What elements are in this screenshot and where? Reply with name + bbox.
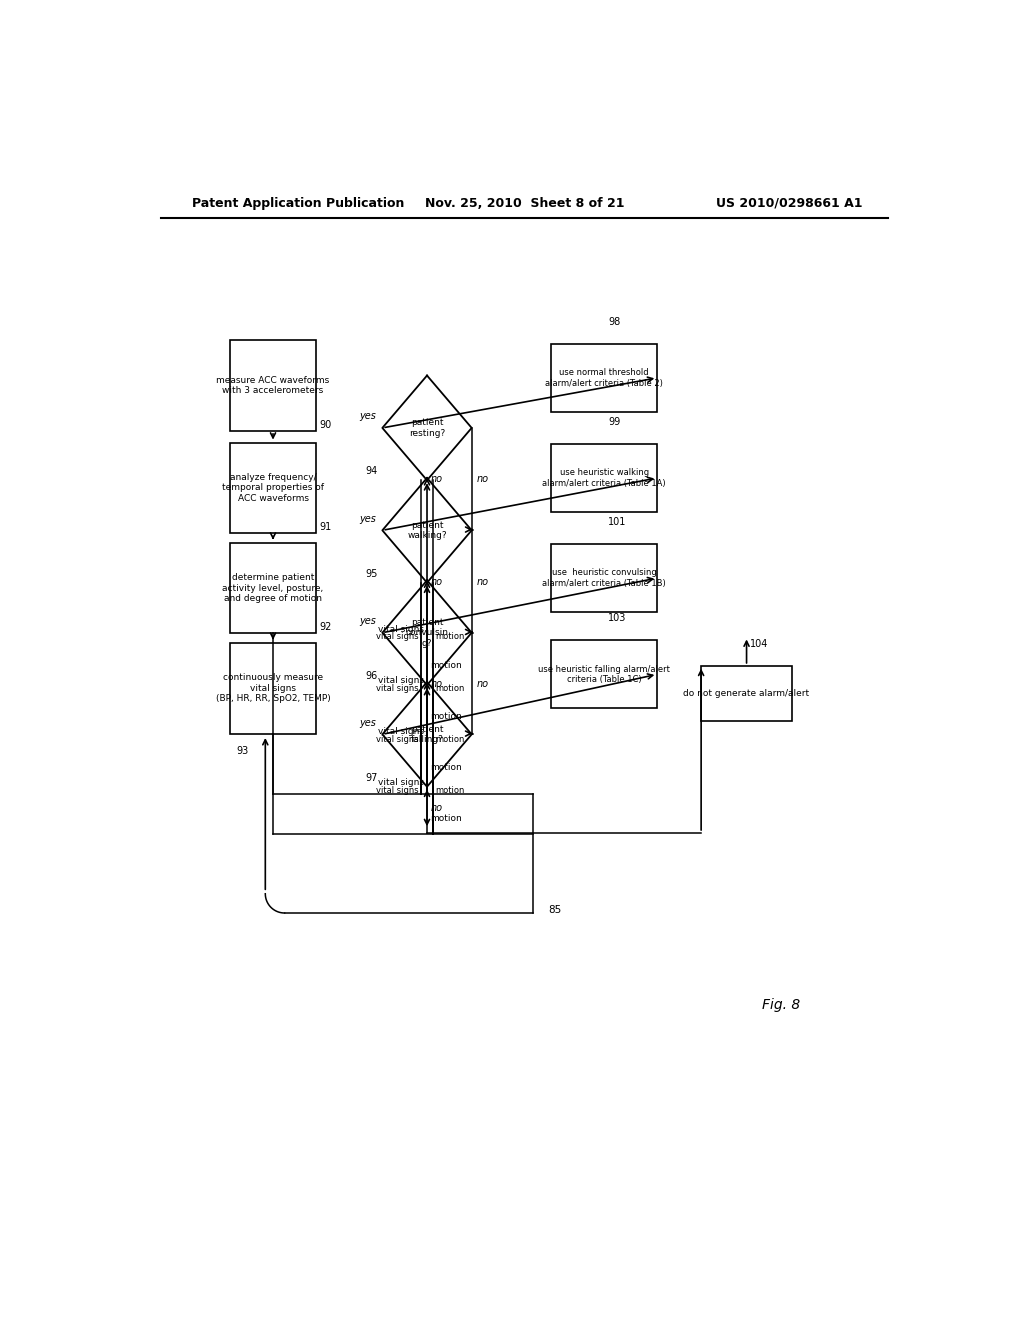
Text: motion: motion (435, 632, 465, 642)
Text: motion: motion (430, 660, 462, 669)
Text: do not generate alarm/alert: do not generate alarm/alert (683, 689, 810, 698)
Text: 103: 103 (608, 614, 627, 623)
Polygon shape (382, 478, 472, 582)
FancyBboxPatch shape (230, 543, 316, 634)
Text: determine patient
activity level, posture,
and degree of motion: determine patient activity level, postur… (222, 573, 324, 603)
Text: vital signs: vital signs (376, 735, 419, 744)
Text: no: no (476, 577, 488, 586)
Text: patient
falling?: patient falling? (411, 725, 443, 744)
Text: motion: motion (430, 814, 462, 822)
Text: yes: yes (359, 616, 376, 626)
FancyBboxPatch shape (551, 345, 657, 412)
Text: Fig. 8: Fig. 8 (762, 998, 800, 1011)
Polygon shape (382, 581, 472, 685)
FancyBboxPatch shape (230, 341, 316, 430)
Text: measure ACC waveforms
with 3 accelerometers: measure ACC waveforms with 3 acceleromet… (216, 376, 330, 395)
FancyBboxPatch shape (230, 442, 316, 533)
Text: no: no (431, 474, 443, 484)
Text: 94: 94 (366, 466, 378, 477)
Text: 92: 92 (319, 622, 332, 632)
Text: motion: motion (430, 711, 462, 721)
Text: analyze frequency/
temporal properties of
ACC waveforms: analyze frequency/ temporal properties o… (222, 473, 324, 503)
Text: patient
walking?: patient walking? (408, 520, 446, 540)
Text: patient
convulsin
g?: patient convulsin g? (406, 618, 449, 648)
Text: vital signs: vital signs (378, 777, 424, 787)
Text: motion: motion (435, 684, 465, 693)
FancyBboxPatch shape (230, 643, 316, 734)
Text: 99: 99 (608, 417, 621, 428)
Text: motion: motion (435, 785, 465, 795)
Text: 90: 90 (319, 420, 332, 430)
Text: vital signs: vital signs (376, 684, 419, 693)
Text: 97: 97 (366, 774, 378, 783)
Text: Patent Application Publication: Patent Application Publication (193, 197, 404, 210)
Text: 93: 93 (237, 746, 248, 756)
Text: Nov. 25, 2010  Sheet 8 of 21: Nov. 25, 2010 Sheet 8 of 21 (425, 197, 625, 210)
Text: vital signs: vital signs (376, 785, 419, 795)
FancyBboxPatch shape (701, 665, 792, 721)
Text: use heuristic walking
alarm/alert criteria (Table 1A): use heuristic walking alarm/alert criter… (543, 469, 666, 487)
Text: no: no (431, 804, 443, 813)
Text: motion: motion (430, 763, 462, 772)
Text: motion: motion (435, 735, 465, 744)
Text: continuously measure
vital signs
(BP, HR, RR, SpO2, TEMP): continuously measure vital signs (BP, HR… (216, 673, 331, 704)
Text: no: no (476, 678, 488, 689)
Text: 95: 95 (366, 569, 378, 578)
Text: yes: yes (359, 412, 376, 421)
Text: no: no (476, 474, 488, 484)
Text: use  heuristic convulsing
alarm/alert criteria (Table 1B): use heuristic convulsing alarm/alert cri… (543, 569, 666, 587)
Text: 91: 91 (319, 523, 332, 532)
Text: no: no (431, 577, 443, 586)
Text: yes: yes (359, 513, 376, 524)
Text: vital signs: vital signs (376, 632, 419, 642)
Text: vital signs: vital signs (378, 676, 424, 685)
FancyBboxPatch shape (551, 544, 657, 612)
FancyBboxPatch shape (551, 444, 657, 512)
Polygon shape (382, 682, 472, 787)
FancyBboxPatch shape (551, 640, 657, 708)
Text: 85: 85 (549, 906, 562, 915)
Text: vital signs: vital signs (378, 624, 424, 634)
Text: use normal threshold
alarm/alert criteria (Table 2): use normal threshold alarm/alert criteri… (545, 368, 664, 388)
Text: 104: 104 (751, 639, 769, 649)
Text: vital signs: vital signs (378, 727, 424, 737)
Text: yes: yes (359, 718, 376, 727)
Text: 96: 96 (366, 672, 378, 681)
Text: patient
resting?: patient resting? (409, 418, 445, 438)
Text: 98: 98 (608, 317, 621, 327)
Text: US 2010/0298661 A1: US 2010/0298661 A1 (716, 197, 862, 210)
Text: no: no (431, 678, 443, 689)
Text: 101: 101 (608, 517, 627, 527)
Polygon shape (382, 376, 472, 480)
Text: use heuristic falling alarm/alert
criteria (Table 1C): use heuristic falling alarm/alert criter… (539, 664, 670, 684)
